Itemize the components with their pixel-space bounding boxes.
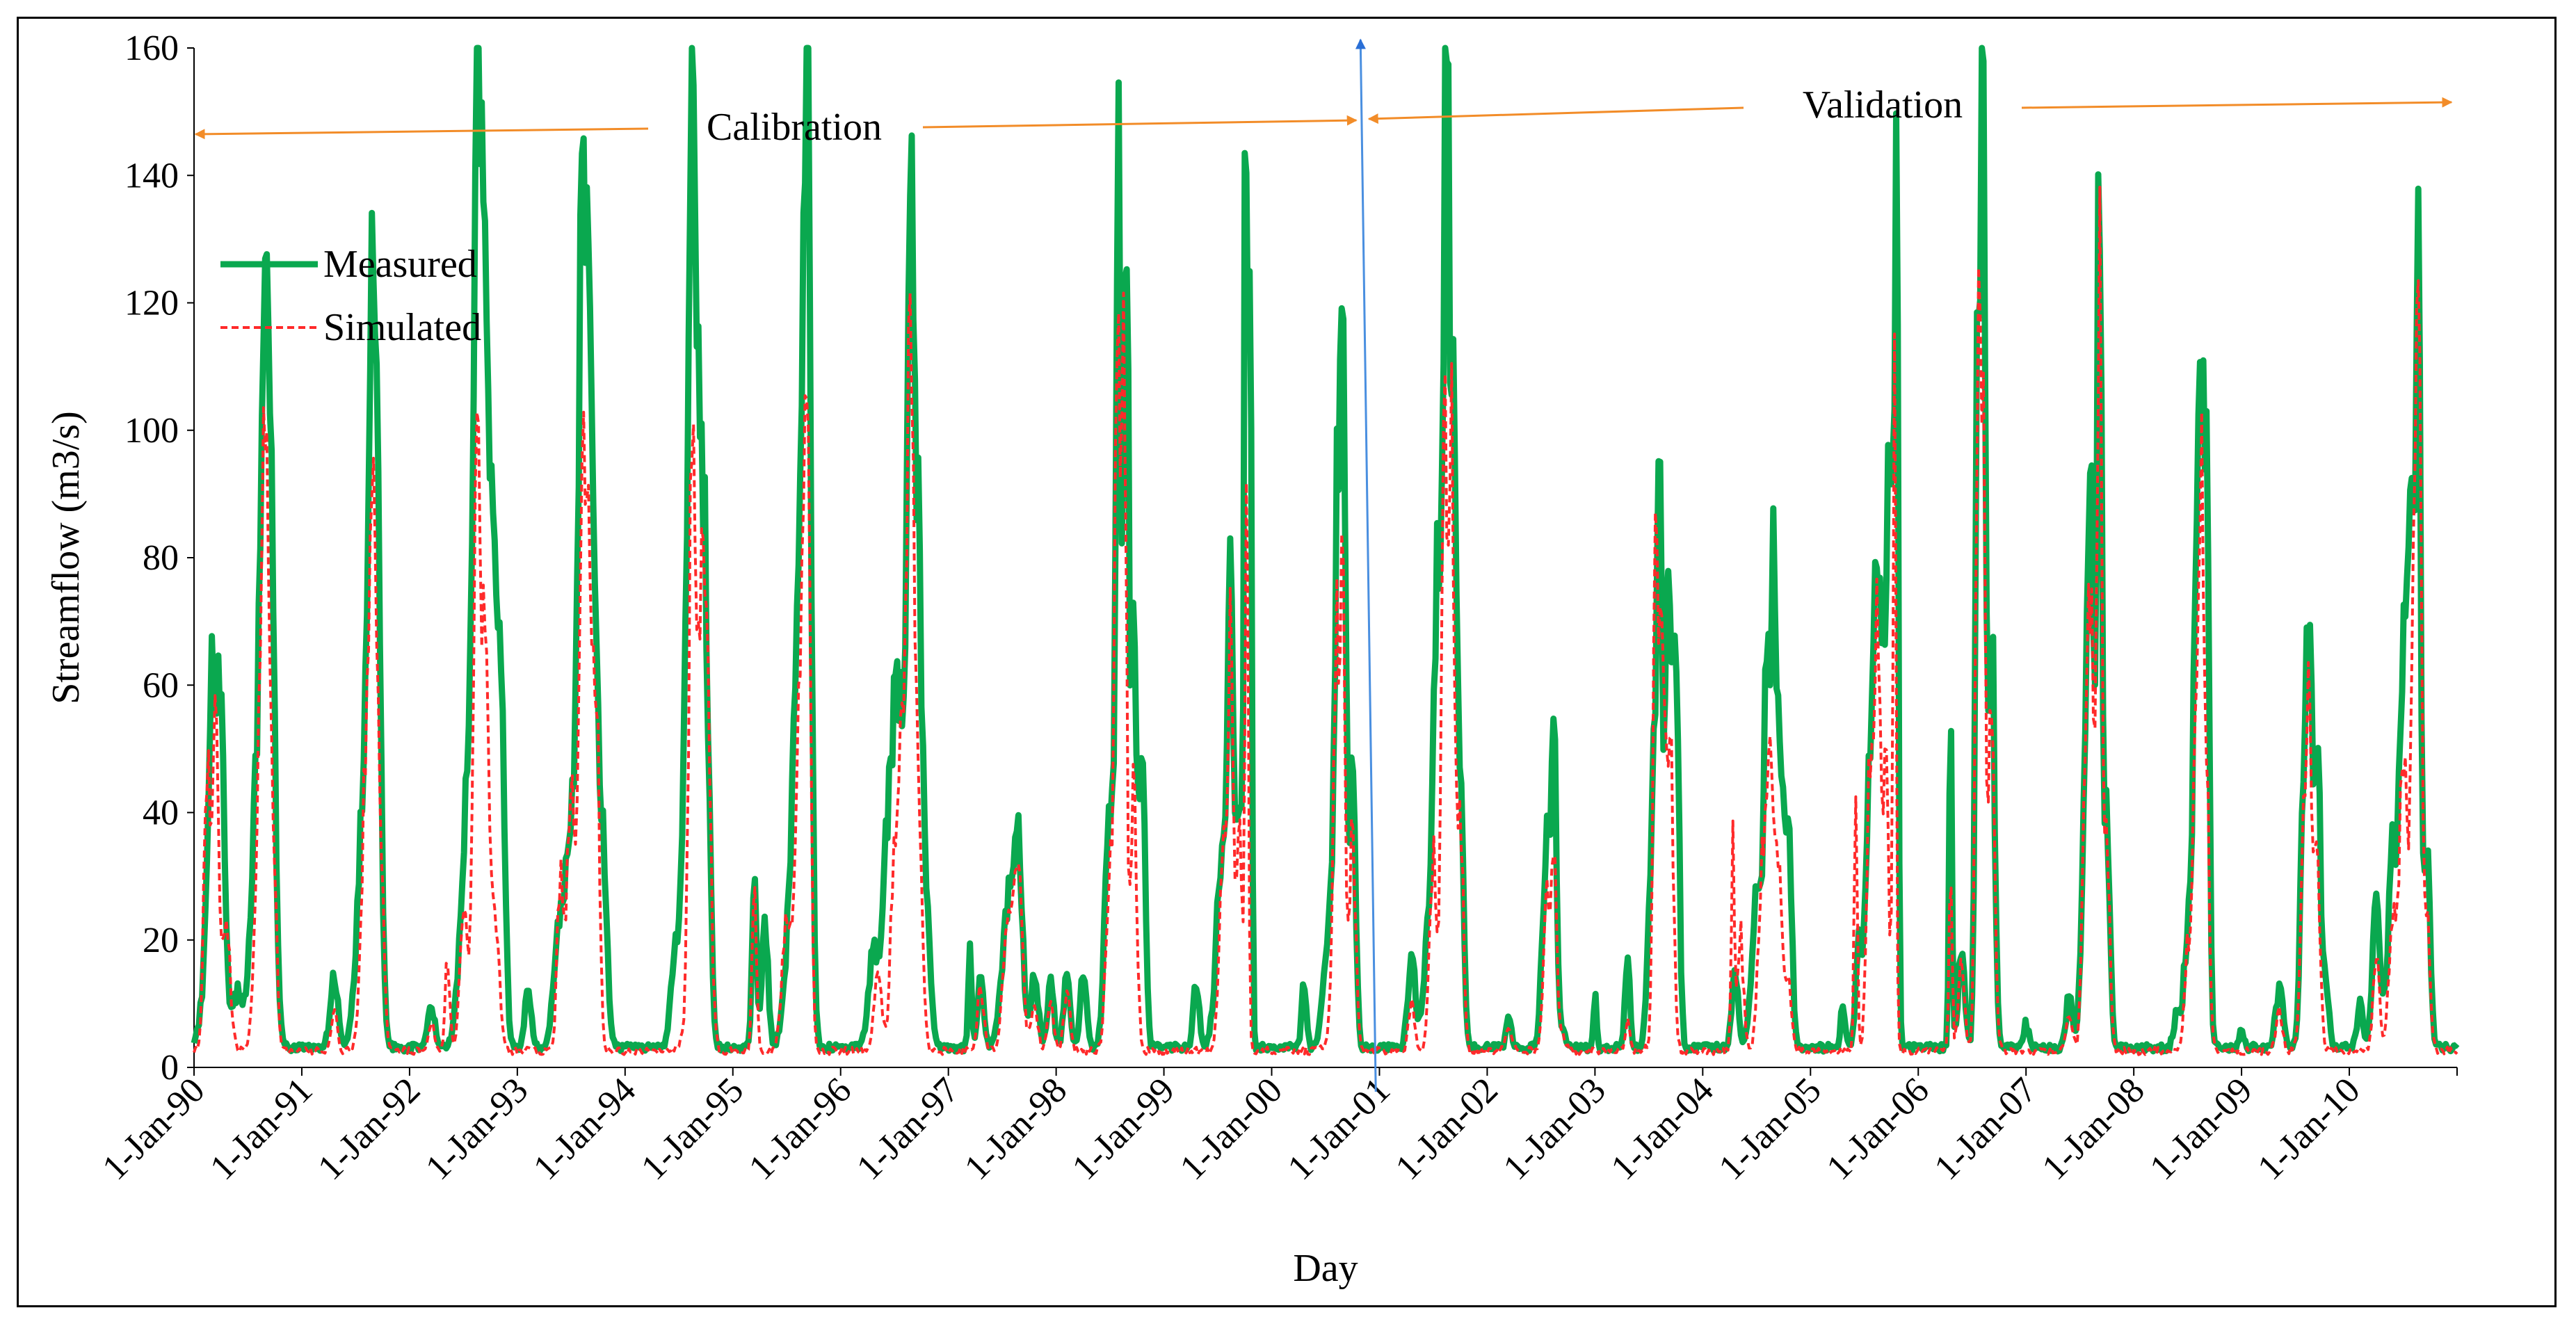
x-tick-label: 1-Jan-90 — [95, 1070, 213, 1188]
x-tick-label: 1-Jan-05 — [1712, 1070, 1829, 1188]
validation-arrow-left — [1367, 106, 1744, 124]
x-tick-label: 1-Jan-94 — [526, 1070, 643, 1188]
annotation-layer: Calibration Validation — [194, 38, 2453, 1092]
split-divider-arrow — [1355, 38, 1377, 1092]
series-layer — [191, 45, 2460, 1056]
x-tick-label: 1-Jan-91 — [202, 1070, 320, 1188]
x-axis-title: Day — [1293, 1247, 1358, 1290]
calibration-arrow-right — [922, 115, 1358, 129]
x-tick-label: 1-Jan-99 — [1065, 1070, 1182, 1188]
y-tick-label: 60 — [143, 665, 179, 705]
y-tick-label: 160 — [124, 29, 179, 68]
x-tick-label: 1-Jan-08 — [2035, 1070, 2152, 1188]
x-tick-label: 1-Jan-02 — [1388, 1070, 1506, 1188]
calibration-arrow-left — [194, 127, 649, 140]
x-tick-label: 1-Jan-01 — [1280, 1070, 1398, 1188]
validation-arrow-right — [2021, 97, 2453, 109]
y-axis-title: Streamflow (m3/s) — [45, 411, 88, 704]
x-tick-label: 1-Jan-00 — [1173, 1070, 1290, 1188]
y-tick-label: 40 — [143, 793, 179, 833]
legend-measured-label: Measured — [323, 243, 477, 286]
x-tick-label: 1-Jan-93 — [418, 1070, 536, 1188]
x-tick-label: 1-Jan-03 — [1496, 1070, 1613, 1188]
chart-frame: 0 20 40 60 80 100 120 140 160 1-Jan-90 1-Jan-91 1-… — [17, 17, 2557, 1307]
y-tick-label: 140 — [124, 156, 179, 195]
legend-simulated-label: Simulated — [323, 306, 481, 349]
x-tick-label: 1-Jan-07 — [1927, 1070, 2045, 1188]
legend: Measured Simulated — [220, 243, 481, 349]
x-axis: 1-Jan-901-Jan-911-Jan-921-Jan-931-Jan-94… — [95, 1067, 2458, 1188]
y-tick-label: 100 — [124, 411, 179, 451]
x-tick-label: 1-Jan-96 — [741, 1070, 859, 1188]
x-tick-label: 1-Jan-09 — [2143, 1070, 2260, 1188]
x-tick-label: 1-Jan-92 — [310, 1070, 428, 1188]
calibration-label: Calibration — [707, 106, 882, 149]
x-tick-label: 1-Jan-98 — [957, 1070, 1074, 1188]
x-tick-label: 1-Jan-10 — [2251, 1070, 2368, 1188]
series-measured-line — [191, 45, 2460, 1055]
y-tick-label: 80 — [143, 538, 179, 578]
validation-label: Validation — [1803, 83, 1963, 127]
x-tick-label: 1-Jan-95 — [634, 1070, 751, 1188]
x-tick-label: 1-Jan-06 — [1819, 1070, 1937, 1188]
y-axis: 0 20 40 60 80 100 120 140 160 — [124, 29, 195, 1088]
x-tick-label: 1-Jan-97 — [849, 1070, 967, 1188]
y-tick-label: 120 — [124, 284, 179, 323]
y-tick-label: 0 — [161, 1048, 179, 1088]
series-simulated-line — [193, 186, 2458, 1056]
y-tick-label: 20 — [143, 921, 179, 960]
x-tick-label: 1-Jan-04 — [1604, 1070, 1721, 1188]
